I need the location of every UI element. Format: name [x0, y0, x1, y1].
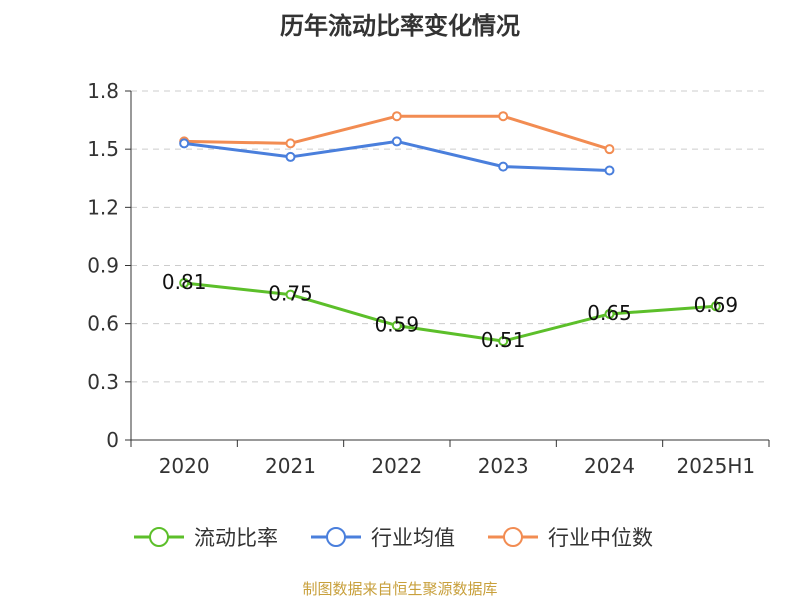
y-tick-label: 1.8 — [87, 79, 119, 103]
x-tick-label: 2025H1 — [676, 454, 755, 478]
legend-label: 流动比率 — [194, 526, 278, 550]
legend-label: 行业中位数 — [548, 526, 653, 550]
series-point-1[interactable] — [391, 136, 402, 147]
data-label: 0.59 — [375, 313, 420, 337]
series-point-2[interactable] — [498, 111, 509, 122]
y-tick-label: 1.2 — [87, 195, 119, 219]
grid-lines — [131, 90, 769, 383]
series-point-0[interactable] — [285, 289, 296, 300]
chart-title: 历年流动比率变化情况 — [280, 12, 520, 40]
x-tick-label: 2021 — [265, 454, 316, 478]
series-point-0[interactable] — [179, 277, 190, 288]
legend-item-2[interactable]: 行业中位数 — [488, 526, 653, 550]
y-tick-label: 0.9 — [87, 254, 119, 278]
data-label: 0.65 — [587, 301, 632, 325]
data-label: 0.81 — [162, 270, 207, 294]
x-tick-label: 2024 — [584, 454, 635, 478]
legend-item-0[interactable]: 流动比率 — [134, 526, 278, 550]
legend[interactable]: 流动比率 行业均值 行业中位数 — [134, 526, 653, 550]
legend-marker-icon — [149, 527, 169, 547]
series-point-0[interactable] — [604, 308, 615, 319]
legend-item-1[interactable]: 行业均值 — [311, 526, 455, 550]
data-labels: 0.81 0.75 0.59 0.51 0.65 0.69 — [162, 270, 738, 352]
legend-marker-icon — [326, 527, 346, 547]
legend-label: 行业均值 — [371, 526, 455, 550]
series-line-0 — [184, 281, 716, 343]
series-point-0[interactable] — [391, 320, 402, 331]
data-label: 0.69 — [694, 293, 739, 317]
x-tick-label: 2022 — [371, 454, 422, 478]
series-point-1[interactable] — [604, 165, 615, 176]
series-lines — [179, 111, 721, 347]
x-tick-label: 2023 — [478, 454, 529, 478]
axes: 0 0.3 0.6 0.9 1.2 1.5 1.8 2020 2021 2022 2023 2024 2… — [87, 79, 770, 478]
y-tick-label: 0.3 — [87, 370, 119, 394]
series-point-2[interactable] — [391, 111, 402, 122]
data-label: 0.51 — [481, 328, 526, 352]
data-label: 0.75 — [268, 282, 313, 306]
y-tick-label: 0.6 — [87, 312, 119, 336]
series-point-2[interactable] — [285, 138, 296, 149]
legend-marker-icon — [503, 527, 523, 547]
y-tick-label: 0 — [106, 428, 119, 452]
x-tick-label: 2020 — [159, 454, 210, 478]
y-tick-label: 1.5 — [87, 137, 119, 161]
series-point-0[interactable] — [498, 336, 509, 347]
series-point-2[interactable] — [604, 144, 615, 155]
series-point-1[interactable] — [179, 138, 190, 149]
series-point-1[interactable] — [285, 151, 296, 162]
data-source-note: 制图数据来自恒生聚源数据库 — [302, 580, 498, 598]
series-point-1[interactable] — [498, 161, 509, 172]
series-point-0[interactable] — [710, 301, 721, 312]
